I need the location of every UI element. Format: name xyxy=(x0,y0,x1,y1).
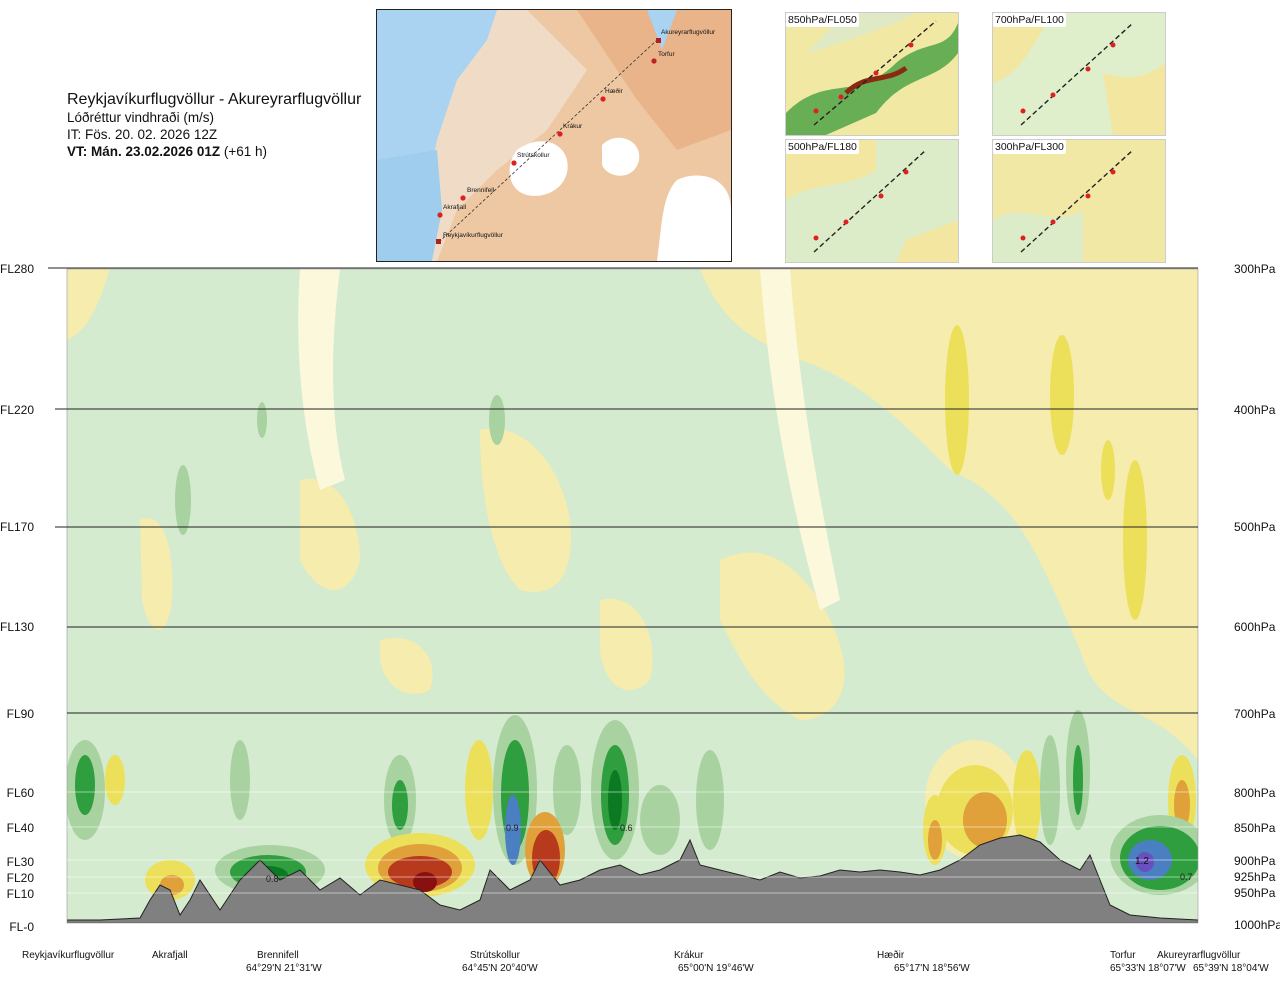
pressure-label-950: 950hPa xyxy=(1234,886,1276,900)
waypoint-strutskollur: Strútskollur xyxy=(470,950,521,961)
fl-label-20: FL20 xyxy=(6,871,34,885)
map-label-torfur: Torfur xyxy=(658,51,675,58)
thumbnail-850hpa[interactable]: 850hPa/FL050 xyxy=(785,12,959,136)
waypoint-haedir-coord: 65°17'N 18°56'W xyxy=(894,963,970,974)
map-label-akureyri: Akureyrarflugvöllur xyxy=(661,29,716,36)
waypoint-akureyri: Akureyrarflugvöllur xyxy=(1157,950,1241,961)
waypoint-krakur-coord: 65°00'N 19°46'W xyxy=(678,963,754,974)
thumbnail-300hpa[interactable]: 300hPa/FL300 xyxy=(992,139,1166,263)
thumbnail-300hpa-graphic xyxy=(993,140,1165,262)
waypoint-brennifell: Brennifell xyxy=(257,950,299,961)
waypoint-krakur: Krákur xyxy=(674,950,704,961)
fl-label-170: FL170 xyxy=(0,520,35,534)
thumbnail-500hpa-graphic xyxy=(786,140,958,262)
pressure-label-800: 800hPa xyxy=(1234,786,1276,800)
pressure-label-1000: 1000hPa xyxy=(1234,918,1280,932)
thumbnail-850hpa-label: 850hPa/FL050 xyxy=(786,13,859,27)
thumbnail-700hpa[interactable]: 700hPa/FL100 xyxy=(992,12,1166,136)
fl-label-60: FL60 xyxy=(6,786,34,800)
level-lines xyxy=(67,791,1198,894)
waypoint-akureyri-coord: 65°39'N 18°04'W xyxy=(1193,963,1269,974)
waypoint-brennifell-coord: 64°29'N 21°31'W xyxy=(246,963,322,974)
issue-time: IT: Fös. 20. 02. 2026 12Z xyxy=(67,127,218,142)
pressure-label-400: 400hPa xyxy=(1234,403,1276,417)
waypoint-akrafjall: Akrafjall xyxy=(152,950,188,961)
contour-label-1: 0.9 xyxy=(506,823,519,833)
map-label-akrafjall: Akrafjall xyxy=(443,204,467,211)
fl-label-130: FL130 xyxy=(0,620,35,634)
valid-time: VT: Mán. 23.02.2026 01Z (+61 h) xyxy=(67,143,361,160)
map-label-haedir: Hæðir xyxy=(605,88,623,95)
pressure-label-850: 850hPa xyxy=(1234,821,1276,835)
vertical-velocity-field xyxy=(67,269,1198,923)
pressure-label-300: 300hPa xyxy=(1234,262,1276,276)
thumbnail-700hpa-label: 700hPa/FL100 xyxy=(993,13,1066,27)
thumbnail-700hpa-graphic xyxy=(993,13,1165,135)
contour-label-4: 0.7 xyxy=(1180,872,1193,882)
waypoint-torfur: Torfur xyxy=(1110,950,1136,961)
pressure-label-900: 900hPa xyxy=(1234,854,1276,868)
waypoint-reykjavik: Reykjavíkurflugvöllur xyxy=(22,950,115,961)
contour-label-0: 0.8 xyxy=(266,874,279,884)
pressure-label-600: 600hPa xyxy=(1234,620,1276,634)
fl-label-280: FL280 xyxy=(0,262,35,276)
fl-label-10: FL10 xyxy=(6,887,34,901)
contour-label-3: 1.2 xyxy=(1135,856,1149,867)
thumbnail-300hpa-label: 300hPa/FL300 xyxy=(993,140,1066,154)
map-label-reykjavik: Reykjavíkurflugvöllur xyxy=(443,232,503,239)
fl-label-220: FL220 xyxy=(0,403,35,417)
waypoint-strutskollur-coord: 64°45'N 20°40'W xyxy=(462,963,538,974)
thumbnail-500hpa[interactable]: 500hPa/FL180 xyxy=(785,139,959,263)
waypoint-haedir: Hæðir xyxy=(877,950,905,961)
route-map[interactable]: Akureyrarflugvöllur Torfur Hæðir Krákur … xyxy=(376,9,732,262)
wind-barbs xyxy=(48,267,1198,714)
valid-time-offset: (+61 h) xyxy=(223,144,268,159)
route-map-graphic xyxy=(377,10,731,261)
fl-label-40: FL40 xyxy=(6,821,34,835)
waypoint-torfur-coord: 65°33'N 18°07'W xyxy=(1110,963,1186,974)
fl-label-90: FL90 xyxy=(6,707,34,721)
map-label-strutskollur: Strútskollur xyxy=(517,152,550,159)
fl-label-30: FL30 xyxy=(6,855,34,869)
header: Reykjavíkurflugvöllur - Akureyrarflugvöl… xyxy=(67,90,361,160)
parameter-label: Lóðréttur vindhraði (m/s) xyxy=(67,110,215,125)
route-title: Reykjavíkurflugvöllur - Akureyrarflugvöl… xyxy=(67,91,362,108)
pressure-label-925: 925hPa xyxy=(1234,870,1276,884)
thumbnail-850hpa-graphic xyxy=(786,13,958,135)
contour-label-2: 0.6 xyxy=(620,823,633,833)
thumbnail-500hpa-label: 500hPa/FL180 xyxy=(786,140,859,154)
map-label-krakur: Krákur xyxy=(563,123,583,130)
pressure-label-700: 700hPa xyxy=(1234,707,1276,721)
pressure-label-500: 500hPa xyxy=(1234,520,1276,534)
map-label-brennifell: Brennifell xyxy=(467,187,495,194)
fl-label-0: FL-0 xyxy=(9,920,34,934)
valid-time-main: VT: Mán. 23.02.2026 01Z xyxy=(67,144,221,159)
